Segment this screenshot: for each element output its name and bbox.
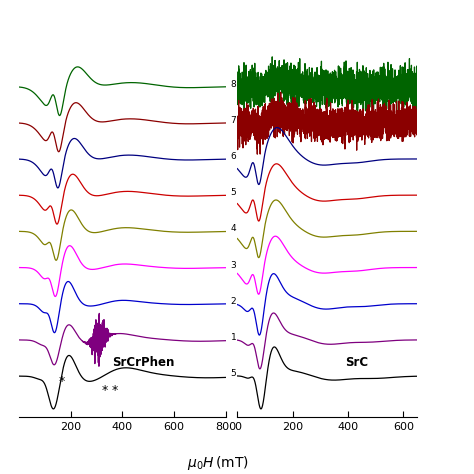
Text: 50 K: 50 K	[231, 188, 251, 197]
Text: 10 K: 10 K	[231, 333, 251, 342]
Text: 30 K: 30 K	[231, 261, 251, 270]
Text: *: *	[102, 384, 108, 397]
Text: *: *	[111, 384, 118, 397]
Text: SrCrPhen: SrCrPhen	[112, 356, 174, 369]
Text: 40 K: 40 K	[231, 225, 251, 233]
Text: SrC: SrC	[345, 356, 368, 369]
Text: 70 K: 70 K	[231, 116, 251, 125]
Text: 80 K: 80 K	[231, 80, 251, 89]
Text: $\mu_0H\,\mathrm{(mT)}$: $\mu_0H\,\mathrm{(mT)}$	[187, 454, 249, 472]
Text: 60 K: 60 K	[231, 152, 251, 161]
Text: 20 K: 20 K	[231, 297, 251, 306]
Text: *: *	[58, 375, 65, 388]
Text: 5 K: 5 K	[231, 369, 246, 378]
